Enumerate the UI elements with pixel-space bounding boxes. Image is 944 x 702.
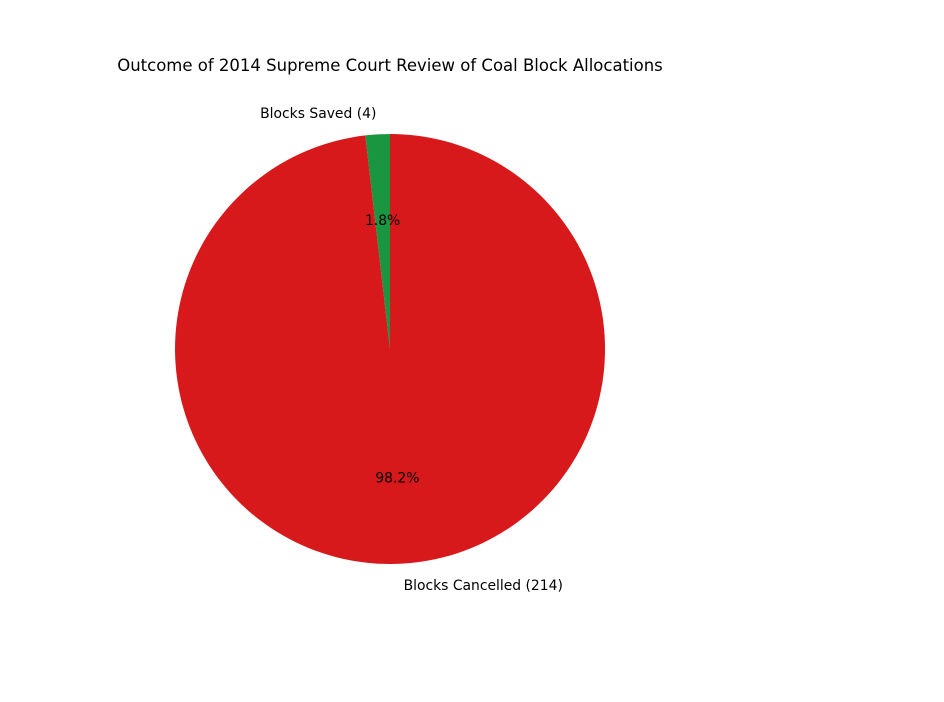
slice-label-blocks-cancelled: Blocks Cancelled (214) [404,578,563,594]
pie-slice-blocks-saved [365,134,390,349]
slice-label-blocks-saved: Blocks Saved (4) [260,106,376,122]
chart-title: Outcome of 2014 Supreme Court Review of … [117,56,663,75]
pct-label-blocks-saved: 1.8% [365,213,400,229]
pct-label-blocks-cancelled: 98.2% [375,471,419,487]
pie-slice-blocks-cancelled [175,133,606,564]
